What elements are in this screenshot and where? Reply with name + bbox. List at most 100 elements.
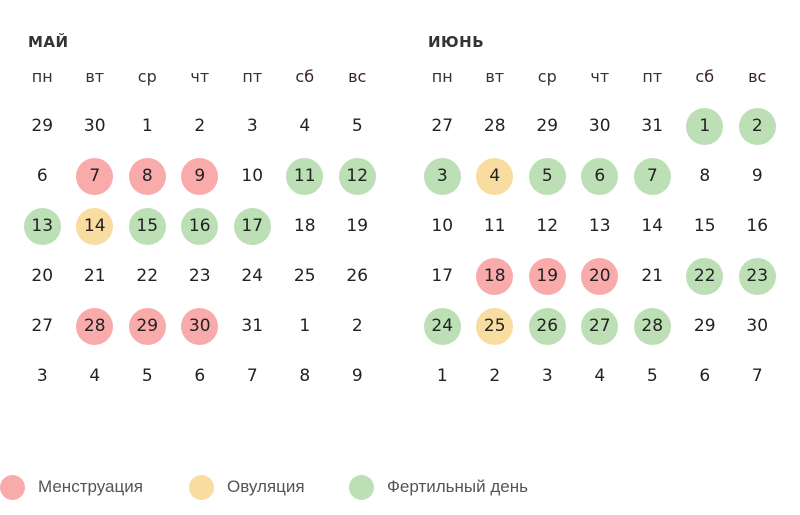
weekday-label: сб bbox=[295, 67, 315, 86]
day-cell[interactable]: 11 bbox=[469, 201, 522, 251]
day-cell-fertile[interactable]: 6 bbox=[574, 151, 627, 201]
calendar-month-may: МАЙ пн вт ср чт пт сб вс 29 30 1 2 3 4 5 6 7 8 9 10 11 12 13… bbox=[0, 0, 380, 420]
day-cell-fertile[interactable]: 28 bbox=[626, 301, 679, 351]
day-cell-ovulation[interactable]: 14 bbox=[69, 201, 122, 251]
day-cell[interactable]: 16 bbox=[731, 201, 784, 251]
day-cell[interactable]: 27 bbox=[16, 301, 69, 351]
day-cell-fertile[interactable]: 2 bbox=[731, 101, 784, 151]
day-cell[interactable]: 5 bbox=[331, 101, 384, 151]
day-grid: 27 28 29 30 31 1 2 3 4 5 6 7 8 9 10 11 12 13 14 15 16 17 18 19 2… bbox=[416, 101, 784, 401]
day-cell[interactable]: 31 bbox=[626, 101, 679, 151]
day-cell[interactable]: 4 bbox=[574, 351, 627, 401]
day-cell[interactable]: 29 bbox=[679, 301, 732, 351]
day-cell[interactable]: 6 bbox=[16, 151, 69, 201]
day-cell-ovulation[interactable]: 25 bbox=[469, 301, 522, 351]
menstruation-dot-icon bbox=[0, 474, 25, 500]
day-cell[interactable]: 24 bbox=[226, 251, 279, 301]
day-number: 13 bbox=[23, 207, 61, 245]
day-number: 21 bbox=[83, 265, 106, 286]
day-cell-fertile[interactable]: 15 bbox=[121, 201, 174, 251]
day-cell-menstruation[interactable]: 7 bbox=[69, 151, 122, 201]
day-cell-menstruation[interactable]: 9 bbox=[174, 151, 227, 201]
day-number: 4 bbox=[476, 157, 514, 195]
day-cell[interactable]: 9 bbox=[731, 151, 784, 201]
day-cell-fertile[interactable]: 5 bbox=[521, 151, 574, 201]
day-number: 27 bbox=[31, 315, 54, 336]
day-cell[interactable]: 17 bbox=[416, 251, 469, 301]
day-cell[interactable]: 2 bbox=[469, 351, 522, 401]
day-cell[interactable]: 3 bbox=[521, 351, 574, 401]
day-cell[interactable]: 29 bbox=[521, 101, 574, 151]
day-cell[interactable]: 10 bbox=[226, 151, 279, 201]
day-cell-fertile[interactable]: 22 bbox=[679, 251, 732, 301]
day-cell[interactable]: 2 bbox=[331, 301, 384, 351]
day-cell[interactable]: 3 bbox=[226, 101, 279, 151]
day-cell[interactable]: 6 bbox=[174, 351, 227, 401]
day-cell-fertile[interactable]: 17 bbox=[226, 201, 279, 251]
day-cell-fertile[interactable]: 13 bbox=[16, 201, 69, 251]
day-cell[interactable]: 1 bbox=[279, 301, 332, 351]
day-cell-fertile[interactable]: 16 bbox=[174, 201, 227, 251]
day-cell[interactable]: 12 bbox=[521, 201, 574, 251]
day-cell[interactable]: 1 bbox=[121, 101, 174, 151]
day-cell-fertile[interactable]: 26 bbox=[521, 301, 574, 351]
day-cell[interactable]: 21 bbox=[69, 251, 122, 301]
day-cell[interactable]: 3 bbox=[16, 351, 69, 401]
day-cell-menstruation[interactable]: 19 bbox=[521, 251, 574, 301]
day-cell-fertile[interactable]: 24 bbox=[416, 301, 469, 351]
day-cell[interactable]: 30 bbox=[574, 101, 627, 151]
day-cell-fertile[interactable]: 23 bbox=[731, 251, 784, 301]
day-cell[interactable]: 26 bbox=[331, 251, 384, 301]
day-number: 6 bbox=[194, 365, 206, 386]
day-cell-menstruation[interactable]: 30 bbox=[174, 301, 227, 351]
day-cell[interactable]: 2 bbox=[174, 101, 227, 151]
day-cell-fertile[interactable]: 7 bbox=[626, 151, 679, 201]
day-cell-ovulation[interactable]: 4 bbox=[469, 151, 522, 201]
day-cell-fertile[interactable]: 27 bbox=[574, 301, 627, 351]
day-cell[interactable]: 27 bbox=[416, 101, 469, 151]
day-cell-menstruation[interactable]: 20 bbox=[574, 251, 627, 301]
day-cell[interactable]: 31 bbox=[226, 301, 279, 351]
day-cell[interactable]: 8 bbox=[279, 351, 332, 401]
day-cell[interactable]: 10 bbox=[416, 201, 469, 251]
day-cell-fertile[interactable]: 12 bbox=[331, 151, 384, 201]
day-cell[interactable]: 20 bbox=[16, 251, 69, 301]
day-number: 14 bbox=[641, 215, 664, 236]
month-title: МАЙ bbox=[28, 33, 69, 51]
day-cell[interactable]: 30 bbox=[69, 101, 122, 151]
day-number: 22 bbox=[686, 257, 724, 295]
day-cell[interactable]: 21 bbox=[626, 251, 679, 301]
day-cell[interactable]: 4 bbox=[69, 351, 122, 401]
day-cell[interactable]: 8 bbox=[679, 151, 732, 201]
day-cell[interactable]: 13 bbox=[574, 201, 627, 251]
day-number: 2 bbox=[738, 107, 776, 145]
day-cell[interactable]: 1 bbox=[416, 351, 469, 401]
day-number: 25 bbox=[293, 265, 316, 286]
day-cell[interactable]: 28 bbox=[469, 101, 522, 151]
day-cell[interactable]: 7 bbox=[731, 351, 784, 401]
day-cell[interactable]: 5 bbox=[626, 351, 679, 401]
day-cell[interactable]: 19 bbox=[331, 201, 384, 251]
day-cell[interactable]: 18 bbox=[279, 201, 332, 251]
day-cell[interactable]: 9 bbox=[331, 351, 384, 401]
day-cell-fertile[interactable]: 1 bbox=[679, 101, 732, 151]
day-number: 1 bbox=[141, 115, 153, 136]
day-cell-fertile[interactable]: 3 bbox=[416, 151, 469, 201]
day-cell-menstruation[interactable]: 28 bbox=[69, 301, 122, 351]
day-cell[interactable]: 4 bbox=[279, 101, 332, 151]
day-cell[interactable]: 30 bbox=[731, 301, 784, 351]
day-cell[interactable]: 14 bbox=[626, 201, 679, 251]
day-cell[interactable]: 5 bbox=[121, 351, 174, 401]
day-cell[interactable]: 7 bbox=[226, 351, 279, 401]
day-cell[interactable]: 29 bbox=[16, 101, 69, 151]
day-cell[interactable]: 6 bbox=[679, 351, 732, 401]
day-cell-fertile[interactable]: 11 bbox=[279, 151, 332, 201]
day-cell[interactable]: 23 bbox=[174, 251, 227, 301]
day-cell[interactable]: 22 bbox=[121, 251, 174, 301]
day-number: 9 bbox=[181, 157, 219, 195]
day-cell-menstruation[interactable]: 29 bbox=[121, 301, 174, 351]
day-cell[interactable]: 25 bbox=[279, 251, 332, 301]
day-cell-menstruation[interactable]: 8 bbox=[121, 151, 174, 201]
day-cell[interactable]: 15 bbox=[679, 201, 732, 251]
day-cell-menstruation[interactable]: 18 bbox=[469, 251, 522, 301]
